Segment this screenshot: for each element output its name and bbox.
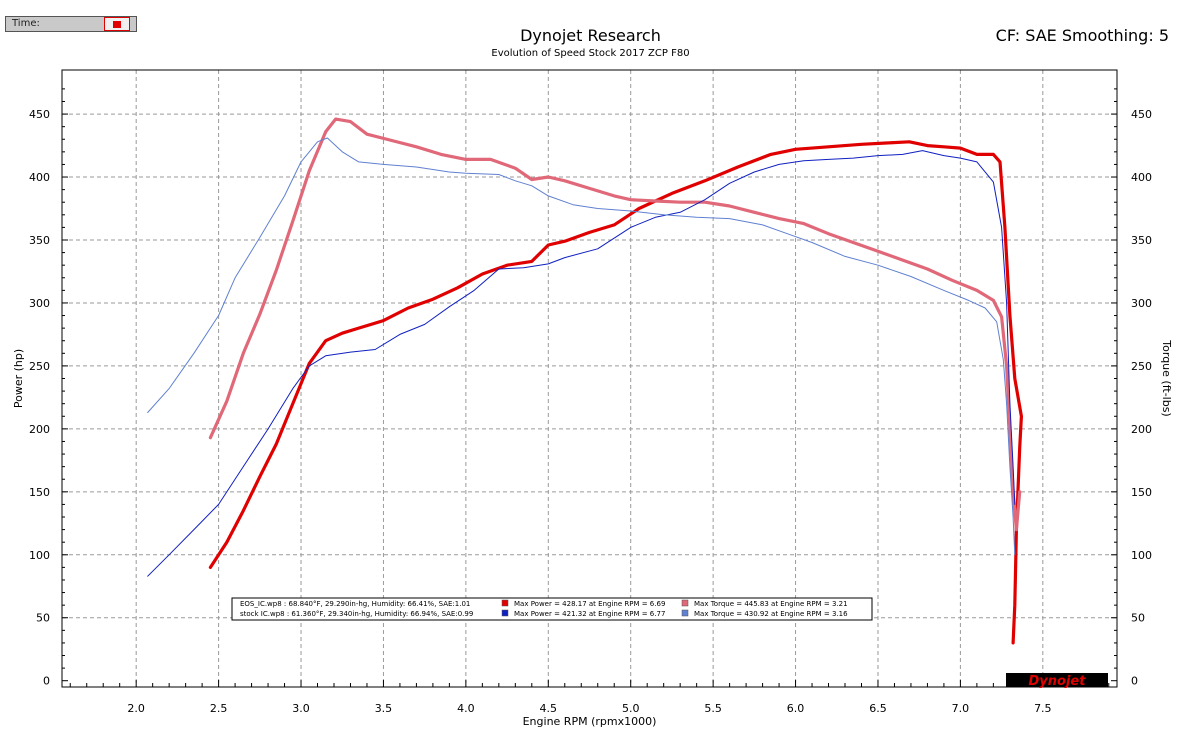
y-right-tick-label: 250 <box>1131 360 1152 373</box>
legend-power-swatch <box>501 599 509 607</box>
series-group <box>147 117 1023 645</box>
y-right-tick-label: 150 <box>1131 486 1152 499</box>
x-tick-label: 6.0 <box>787 702 805 715</box>
legend-max-power: Max Power = 421.32 at Engine RPM = 6.77 <box>514 610 665 618</box>
x-tick-label: 5.0 <box>622 702 640 715</box>
y-left-tick-label: 150 <box>29 486 50 499</box>
legend-power-swatch <box>501 609 509 617</box>
legend-max-torque: Max Torque = 445.83 at Engine RPM = 3.21 <box>694 600 848 608</box>
legend-torque-swatch <box>681 609 689 617</box>
x-tick-label: 3.0 <box>292 702 310 715</box>
x-tick-label: 7.5 <box>1034 702 1052 715</box>
series-line-0 <box>208 140 1023 645</box>
y-left-tick-label: 50 <box>36 612 50 625</box>
y-right-tick-label: 100 <box>1131 549 1152 562</box>
y-right-tick-label: 400 <box>1131 171 1152 184</box>
y-right-tick-label: 200 <box>1131 423 1152 436</box>
x-tick-label: 4.0 <box>457 702 475 715</box>
y-axis-right-title: Torque (ft-lbs) <box>1160 339 1173 416</box>
y-axis-left-title: Power (hp) <box>12 349 25 408</box>
y-left-tick-label: 100 <box>29 549 50 562</box>
y-right-tick-label: 350 <box>1131 234 1152 247</box>
y-left-tick-label: 400 <box>29 171 50 184</box>
series-line-1 <box>208 117 1022 532</box>
time-label: Time: <box>12 18 40 29</box>
y-right-tick-label: 300 <box>1131 297 1152 310</box>
series-line-3 <box>147 137 1016 556</box>
time-slider-box[interactable]: Time: <box>5 16 137 32</box>
plot-area-frame <box>61 69 1118 688</box>
dynojet-logo: Dynojet <box>1006 673 1108 689</box>
x-tick-label: 3.5 <box>375 702 393 715</box>
logo-background <box>1006 673 1108 687</box>
y-right-tick-label: 0 <box>1131 675 1138 688</box>
chart-subtitle: Evolution of Speed Stock 2017 ZCP F80 <box>491 48 690 59</box>
y-axis-right: 0 50 100 150 200 250 300 350 400 450 <box>1111 88 1152 688</box>
y-left-tick-label: 300 <box>29 297 50 310</box>
y-left-tick-label: 0 <box>43 675 50 688</box>
chart-title: Dynojet Research <box>520 26 661 45</box>
y-right-tick-label: 50 <box>1131 612 1145 625</box>
correction-factor-label: CF: SAE Smoothing: 5 <box>995 26 1169 45</box>
y-left-tick-label: 350 <box>29 234 50 247</box>
series-line-2 <box>147 150 1016 577</box>
x-tick-label: 2.5 <box>210 702 228 715</box>
legend-conditions: EOS_IC.wp8 : 68.840°F, 29.290in-hg, Humi… <box>240 600 470 608</box>
y-axis-left: 0 50 100 150 200 250 300 350 400 450 <box>29 88 68 688</box>
legend-torque-swatch <box>681 599 689 607</box>
x-tick-label: 4.5 <box>540 702 558 715</box>
legend-max-torque: Max Torque = 430.92 at Engine RPM = 3.16 <box>694 610 848 618</box>
time-slider-handle[interactable] <box>104 17 130 31</box>
logo-text: Dynojet <box>1029 674 1087 689</box>
grid-lines <box>62 70 1117 687</box>
y-left-tick-label: 250 <box>29 360 50 373</box>
y-left-tick-label: 200 <box>29 423 50 436</box>
x-axis: 2.0 2.5 3.0 3.5 4.0 4.5 5.0 5.5 6.0 6.5 7.0 7.5 <box>69 680 1110 715</box>
legend-box <box>231 597 873 621</box>
y-right-tick-label: 450 <box>1131 108 1152 121</box>
x-tick-label: 5.5 <box>704 702 722 715</box>
x-tick-label: 6.5 <box>869 702 887 715</box>
legend-max-power: Max Power = 428.17 at Engine RPM = 6.69 <box>514 600 665 608</box>
x-tick-label: 7.0 <box>952 702 970 715</box>
legend: EOS_IC.wp8 : 68.840°F, 29.290in-hg, Humi… <box>231 597 873 621</box>
x-axis-title: Engine RPM (rpmx1000) <box>523 715 657 728</box>
legend-conditions: stock IC.wp8 : 61.360°F, 29.340in-hg, Hu… <box>240 610 473 618</box>
y-left-tick-label: 450 <box>29 108 50 121</box>
x-tick-label: 2.0 <box>127 702 145 715</box>
